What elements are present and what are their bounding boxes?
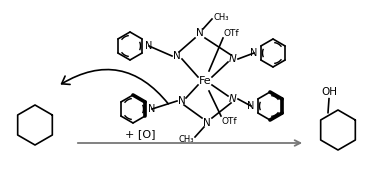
Text: N: N [148,104,155,114]
Text: N: N [229,94,237,104]
Text: Fe: Fe [199,76,211,86]
Text: CH₃: CH₃ [178,135,194,143]
Text: N: N [246,101,254,111]
Text: CH₃: CH₃ [213,12,228,22]
FancyArrowPatch shape [62,70,168,104]
Text: OTf: OTf [221,116,237,126]
Text: N: N [249,48,257,58]
Text: N: N [229,54,237,64]
Text: N: N [173,51,181,61]
Text: OTf: OTf [223,29,239,37]
Text: OH: OH [321,87,337,97]
Text: N: N [178,96,186,106]
Text: N: N [145,41,152,51]
Text: + [O]: + [O] [125,129,155,139]
Text: N: N [196,28,204,38]
Text: N: N [203,118,211,128]
